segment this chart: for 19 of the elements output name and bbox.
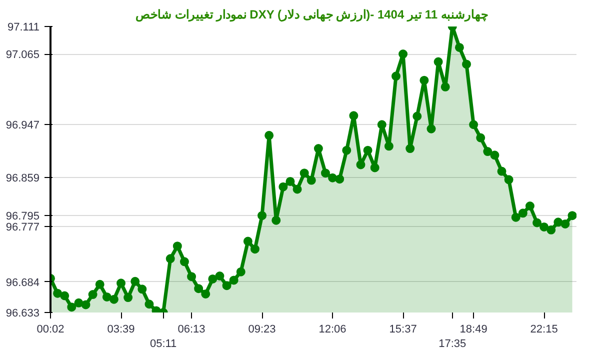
x-tick-label: 17:35	[438, 338, 466, 350]
x-tick-label: 09:23	[248, 324, 276, 336]
y-tick-label: 96.633	[6, 308, 40, 320]
y-tick-label: 96.684	[6, 276, 40, 289]
x-tick-label: 00:02	[36, 324, 64, 336]
chart-title: نمودار تغییرات شاخص DXY (ارزش جهانی دلار)- چهارشنبه 11 تیر 1404	[136, 8, 488, 22]
x-tick-label: 12:06	[318, 324, 346, 336]
x-tick-label: 06:13	[178, 324, 206, 336]
x-tick-label: 05:11	[150, 338, 177, 350]
x-tick-label: 22:15	[530, 324, 558, 336]
y-tick-label: 96.859	[6, 172, 40, 184]
y-tick-label: 96.795	[6, 210, 40, 223]
x-tick-label: 15:37	[389, 324, 417, 336]
x-tick-label: 03:39	[107, 324, 135, 336]
y-tick-label: 97.065	[6, 49, 40, 62]
y-tick-label: 97.111	[7, 22, 40, 34]
x-tick-label: 18:49	[460, 324, 488, 336]
y-tick-label: 96.947	[6, 120, 40, 132]
y-tick-label: 96.777	[6, 221, 40, 234]
